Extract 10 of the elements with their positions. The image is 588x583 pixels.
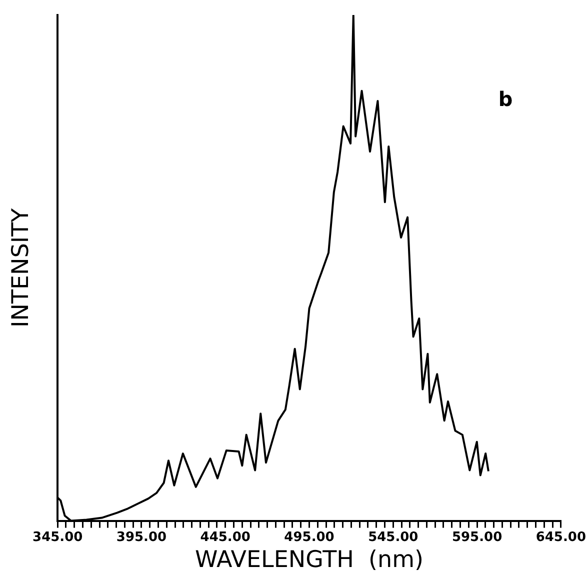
x-tick-label: 345.00 bbox=[32, 530, 83, 545]
x-tick-label: 395.00 bbox=[116, 530, 167, 545]
x-axis-title: WAVELENGTH (nm) bbox=[195, 547, 424, 574]
x-tick-label: 445.00 bbox=[200, 530, 250, 545]
x-tick-label: 595.00 bbox=[452, 530, 502, 545]
y-axis-title: INTENSITY bbox=[8, 207, 34, 328]
x-tick-label: 495.00 bbox=[284, 530, 334, 545]
x-tick-label: 645.00 bbox=[536, 530, 586, 545]
annotation: b bbox=[498, 87, 513, 112]
x-tick-label: 545.00 bbox=[368, 530, 418, 545]
